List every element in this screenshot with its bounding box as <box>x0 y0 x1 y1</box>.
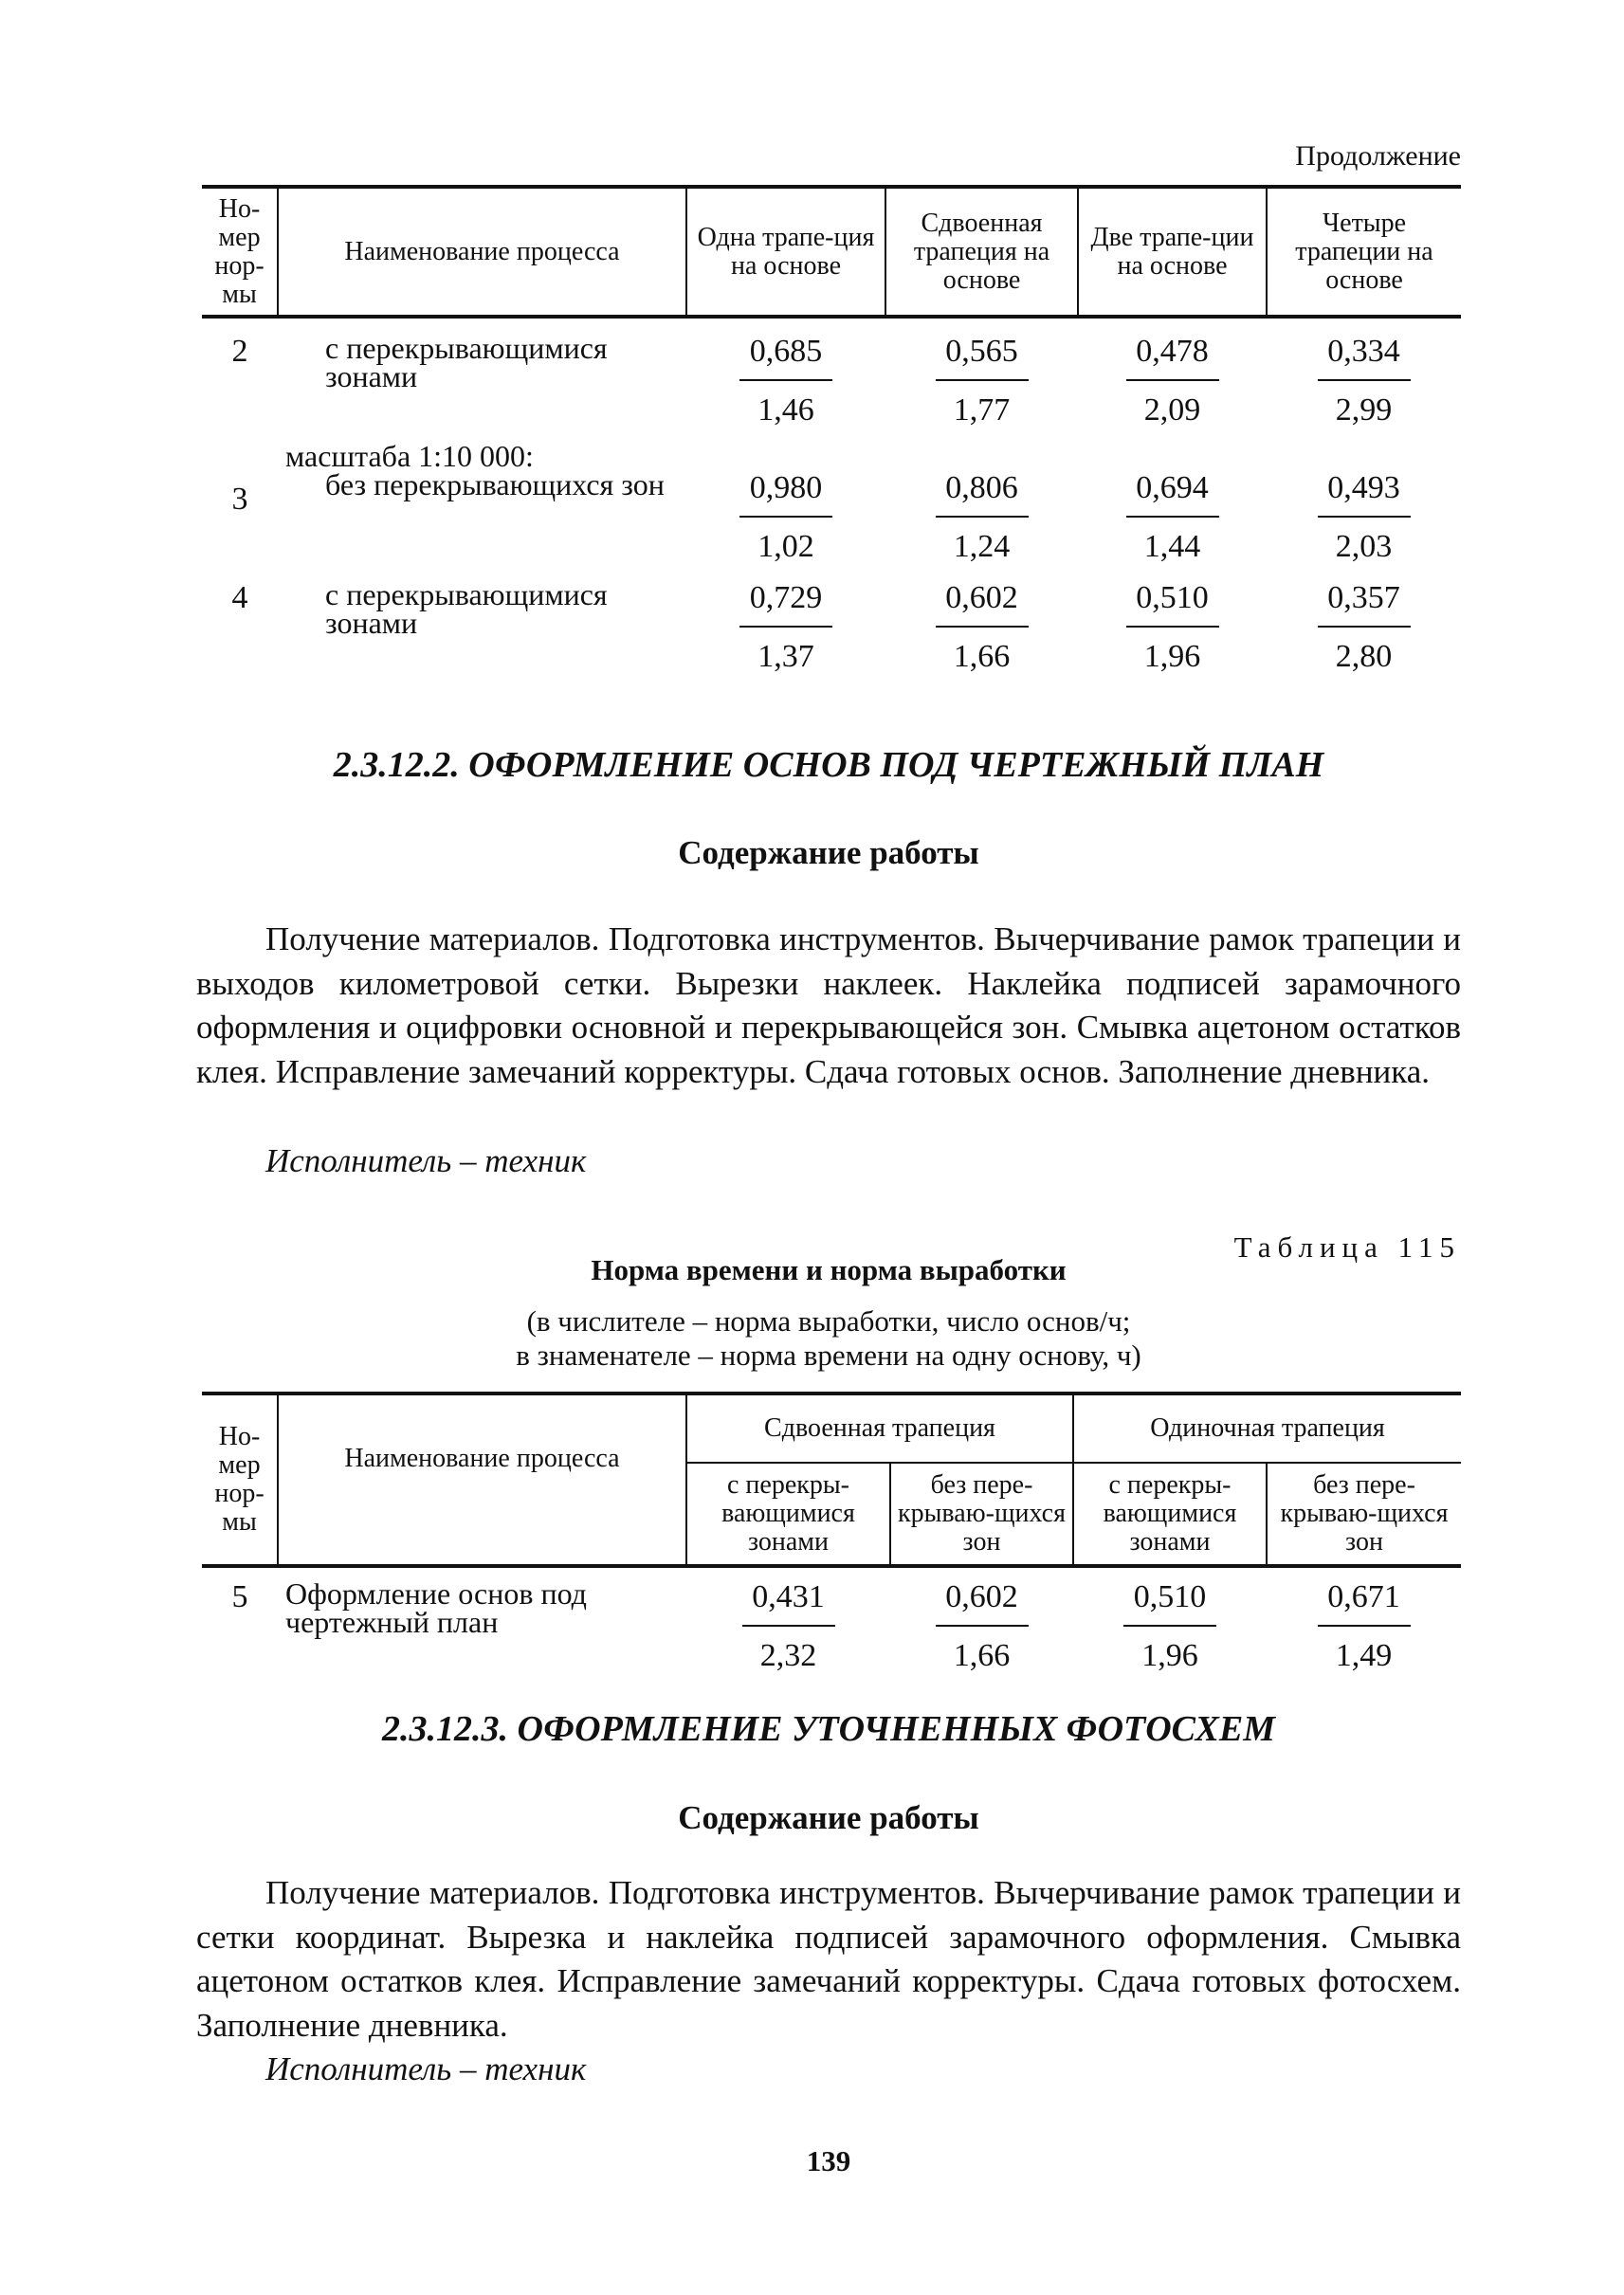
header-norm-number: Но-мер нор-мы <box>202 1392 278 1568</box>
fraction: 0,729 1,37 <box>739 580 832 675</box>
header-with-overlap: с перекры-вающимися зонами <box>1072 1463 1267 1568</box>
process-name: Оформление основ под чертежный план <box>285 1576 587 1639</box>
header-norm-number: Но-мер нор-мы <box>202 185 278 319</box>
header-double-trapezoid: Сдвоенная трапеция на основе <box>885 185 1078 319</box>
header-process-name: Наименование процесса <box>277 1392 686 1568</box>
norm-number: 3 <box>231 482 248 517</box>
fraction: 0,602 1,66 <box>935 580 1029 675</box>
table-label: Таблица 115 <box>1233 1230 1461 1264</box>
header-two-trapezoids: Две трапе-ции на основе <box>1077 185 1267 319</box>
norms-table-continued: Но-мер нор-мы Наименование процесса Одна… <box>202 185 1461 684</box>
table-title: Норма времени и норма выработки <box>591 1253 1067 1286</box>
section-subheading: Содержание работы <box>678 1799 979 1836</box>
table-row: 3 без перекрывающихся зон 0,980 1,02 0,80… <box>202 467 1461 580</box>
fraction: 0,510 1,96 <box>1123 1579 1216 1674</box>
table-note: (в числителе – норма выработки, число ос… <box>526 1304 1131 1338</box>
header-without-overlap: без пере-крываю-щихся зон <box>889 1463 1073 1568</box>
fraction: 0,565 1,77 <box>935 334 1029 428</box>
norm-number: 5 <box>231 1579 248 1614</box>
header-process-name: Наименование процесса <box>277 185 686 319</box>
table-row: 4 с перекрывающимися зонами 0,729 1,37 0,… <box>202 577 1461 684</box>
fraction: 0,334 2,99 <box>1317 334 1411 428</box>
table-row: 2 с перекрывающимися зонами 0,685 1,46 0,… <box>202 331 1461 438</box>
continuation-label: Продолжение <box>1295 140 1461 172</box>
header-single-trapezoid: Одиночная трапеция <box>1072 1392 1461 1464</box>
fraction: 0,357 2,80 <box>1317 580 1411 675</box>
fraction: 0,671 1,49 <box>1317 1579 1411 1674</box>
fraction: 0,694 1,44 <box>1125 470 1219 565</box>
executor-line: Исполнитель – техник <box>265 1142 587 1179</box>
process-name: без перекрывающихся зон <box>325 467 665 501</box>
fraction: 0,431 2,32 <box>741 1579 835 1674</box>
norms-table-115: Но-мер нор-мы Наименование процесса Сдво… <box>202 1392 1461 1684</box>
section-paragraph: Получение материалов. Подготовка инструм… <box>196 1874 1461 2044</box>
fraction: 0,493 2,03 <box>1317 470 1411 565</box>
executor-line: Исполнитель – техник <box>265 2050 587 2087</box>
header-without-overlap: без пере-крываю-щихся зон <box>1266 1463 1461 1568</box>
process-name: с перекрывающимися зонами <box>325 577 608 640</box>
fraction: 0,510 1,96 <box>1125 580 1219 675</box>
section-paragraph: Получение материалов. Подготовка инструм… <box>196 920 1461 1090</box>
process-name: с перекрывающимися зонами <box>325 331 608 393</box>
header-four-trapezoids: Четыре трапеции на основе <box>1266 185 1461 319</box>
header-with-overlap: с перекры-вающимися зонами <box>685 1463 890 1568</box>
norm-number: 4 <box>231 580 248 615</box>
table-row: 5 Оформление основ под чертежный план 0,… <box>202 1576 1461 1684</box>
section-heading: 2.3.12.2. ОФОРМЛЕНИЕ ОСНОВ ПОД ЧЕРТЕЖНЫЙ… <box>333 745 1324 785</box>
section-heading: 2.3.12.3. ОФОРМЛЕНИЕ УТОЧНЕННЫХ ФОТОСХЕМ <box>381 1709 1275 1749</box>
fraction: 0,685 1,46 <box>739 334 832 428</box>
header-double-trapezoid: Сдвоенная трапеция <box>685 1392 1073 1464</box>
fraction: 0,478 2,09 <box>1125 334 1219 428</box>
norm-number: 2 <box>231 334 248 369</box>
table-note: в знаменателе – норма времени на одну ос… <box>516 1339 1141 1372</box>
fraction: 0,806 1,24 <box>935 470 1029 565</box>
section-subheading: Содержание работы <box>678 834 979 871</box>
header-one-trapezoid: Одна трапе-ция на основе <box>685 185 885 319</box>
fraction: 0,602 1,66 <box>935 1579 1029 1674</box>
scale-group-label: масштаба 1:10 000: <box>285 439 534 473</box>
fraction: 0,980 1,02 <box>739 470 832 565</box>
page-number: 139 <box>806 2144 851 2177</box>
